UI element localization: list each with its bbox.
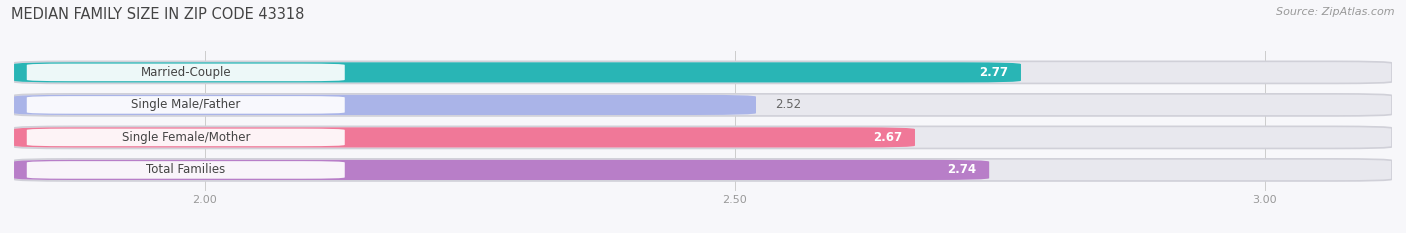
FancyBboxPatch shape	[14, 160, 990, 180]
FancyBboxPatch shape	[14, 159, 1392, 181]
Text: Total Families: Total Families	[146, 163, 225, 176]
Text: Single Male/Father: Single Male/Father	[131, 98, 240, 111]
FancyBboxPatch shape	[14, 95, 756, 115]
Text: 2.74: 2.74	[948, 163, 976, 176]
FancyBboxPatch shape	[14, 94, 1392, 116]
FancyBboxPatch shape	[14, 61, 1392, 83]
Text: 2.67: 2.67	[873, 131, 903, 144]
FancyBboxPatch shape	[27, 64, 344, 81]
FancyBboxPatch shape	[14, 127, 915, 147]
Text: Source: ZipAtlas.com: Source: ZipAtlas.com	[1277, 7, 1395, 17]
FancyBboxPatch shape	[14, 126, 1392, 148]
Text: MEDIAN FAMILY SIZE IN ZIP CODE 43318: MEDIAN FAMILY SIZE IN ZIP CODE 43318	[11, 7, 305, 22]
FancyBboxPatch shape	[14, 62, 1021, 82]
Text: Married-Couple: Married-Couple	[141, 66, 231, 79]
Text: 2.52: 2.52	[775, 98, 801, 111]
FancyBboxPatch shape	[27, 161, 344, 179]
FancyBboxPatch shape	[27, 96, 344, 114]
FancyBboxPatch shape	[27, 129, 344, 146]
Text: 2.77: 2.77	[979, 66, 1008, 79]
Text: Single Female/Mother: Single Female/Mother	[121, 131, 250, 144]
